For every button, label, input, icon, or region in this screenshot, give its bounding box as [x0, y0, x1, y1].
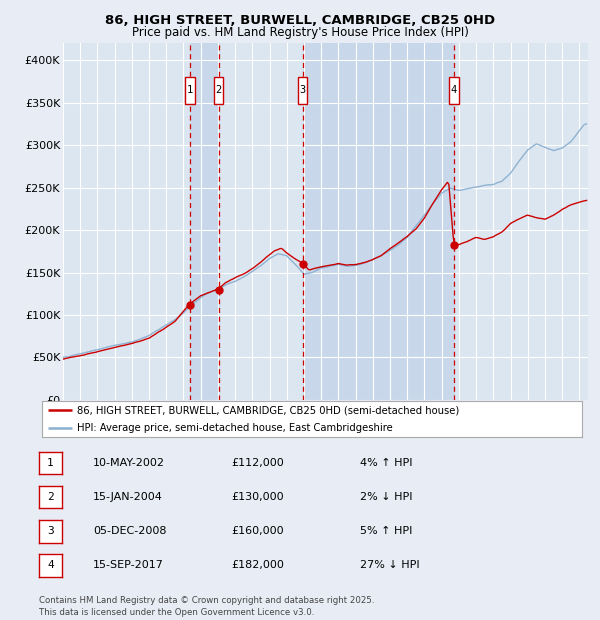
- Text: 3: 3: [299, 85, 306, 95]
- Text: 05-DEC-2008: 05-DEC-2008: [93, 526, 167, 536]
- Text: £112,000: £112,000: [231, 458, 284, 468]
- Text: £182,000: £182,000: [231, 560, 284, 570]
- Text: 2% ↓ HPI: 2% ↓ HPI: [360, 492, 413, 502]
- FancyBboxPatch shape: [298, 76, 307, 104]
- Text: Contains HM Land Registry data © Crown copyright and database right 2025.
This d: Contains HM Land Registry data © Crown c…: [39, 596, 374, 617]
- Text: 2: 2: [215, 85, 222, 95]
- Text: 10-MAY-2002: 10-MAY-2002: [93, 458, 165, 468]
- FancyBboxPatch shape: [214, 76, 223, 104]
- Text: 1: 1: [47, 458, 54, 468]
- Text: 4: 4: [451, 85, 457, 95]
- FancyBboxPatch shape: [185, 76, 194, 104]
- Text: £160,000: £160,000: [231, 526, 284, 536]
- Bar: [302, 43, 454, 400]
- Text: 27% ↓ HPI: 27% ↓ HPI: [360, 560, 419, 570]
- Text: 3: 3: [47, 526, 54, 536]
- Text: Price paid vs. HM Land Registry's House Price Index (HPI): Price paid vs. HM Land Registry's House …: [131, 26, 469, 39]
- Text: £130,000: £130,000: [231, 492, 284, 502]
- FancyBboxPatch shape: [449, 76, 459, 104]
- Text: 86, HIGH STREET, BURWELL, CAMBRIDGE, CB25 0HD: 86, HIGH STREET, BURWELL, CAMBRIDGE, CB2…: [105, 14, 495, 27]
- Bar: [190, 43, 218, 400]
- Text: 4: 4: [47, 560, 54, 570]
- Text: 4% ↑ HPI: 4% ↑ HPI: [360, 458, 413, 468]
- Text: 2: 2: [47, 492, 54, 502]
- Text: 86, HIGH STREET, BURWELL, CAMBRIDGE, CB25 0HD (semi-detached house): 86, HIGH STREET, BURWELL, CAMBRIDGE, CB2…: [77, 405, 460, 415]
- Text: 15-SEP-2017: 15-SEP-2017: [93, 560, 164, 570]
- Text: 5% ↑ HPI: 5% ↑ HPI: [360, 526, 412, 536]
- Text: HPI: Average price, semi-detached house, East Cambridgeshire: HPI: Average price, semi-detached house,…: [77, 423, 393, 433]
- Text: 15-JAN-2004: 15-JAN-2004: [93, 492, 163, 502]
- Text: 1: 1: [187, 85, 193, 95]
